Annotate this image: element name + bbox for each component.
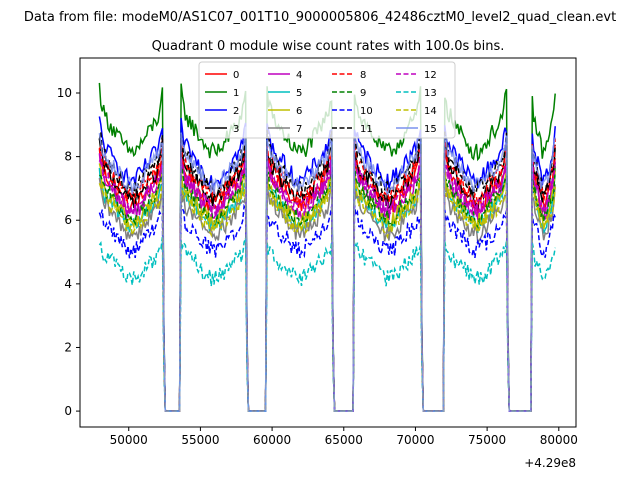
x-tick-label: 70000 (396, 433, 434, 447)
legend-label-10: 10 (360, 106, 373, 117)
plot-area-frame (79, 57, 577, 428)
legend-label-11: 11 (360, 124, 373, 135)
legend-label-14: 14 (424, 106, 437, 117)
series-line-10 (98, 203, 556, 412)
series-line-7 (98, 177, 556, 412)
series-line-15 (98, 126, 556, 412)
series-line-11 (98, 130, 556, 412)
legend-label-6: 6 (296, 106, 302, 117)
figure-suptitle: Data from file: modeM0/AS1C07_001T10_900… (24, 10, 616, 25)
y-tick-label: 8 (64, 150, 72, 164)
legend-label-7: 7 (296, 124, 302, 135)
x-tick-label: 55000 (181, 433, 219, 447)
legend-label-12: 12 (424, 70, 437, 81)
legend-label-4: 4 (296, 70, 302, 81)
x-tick-label: 65000 (325, 433, 363, 447)
y-tick-label: 4 (64, 277, 72, 291)
legend-label-8: 8 (360, 70, 366, 81)
legend-label-5: 5 (296, 88, 302, 99)
legend-label-1: 1 (233, 88, 239, 99)
x-tick-label: 80000 (540, 433, 578, 447)
legend-label-15: 15 (424, 124, 437, 135)
chart-title: Quadrant 0 module wise count rates with … (152, 39, 505, 54)
y-tick-label: 10 (57, 86, 72, 100)
x-tick-label: 75000 (468, 433, 506, 447)
y-tick-label: 0 (64, 404, 72, 418)
legend-label-0: 0 (233, 70, 239, 81)
legend-label-2: 2 (233, 106, 239, 117)
y-tick-label: 6 (64, 213, 72, 227)
x-axis-offset-label: +4.29e8 (524, 456, 576, 470)
x-axis: 50000 55000 60000 65000 70000 75000 80000 (110, 427, 578, 447)
series-layer (98, 82, 556, 412)
y-axis: 0 2 4 6 8 10 (57, 86, 80, 418)
y-tick-label: 2 (64, 340, 72, 354)
x-tick-label: 60000 (253, 433, 291, 447)
series-line-13 (98, 236, 556, 412)
legend-label-13: 13 (424, 88, 437, 99)
legend-label-9: 9 (360, 88, 366, 99)
legend-label-3: 3 (233, 124, 239, 135)
legend-frame (198, 61, 456, 139)
x-tick-label: 50000 (110, 433, 148, 447)
